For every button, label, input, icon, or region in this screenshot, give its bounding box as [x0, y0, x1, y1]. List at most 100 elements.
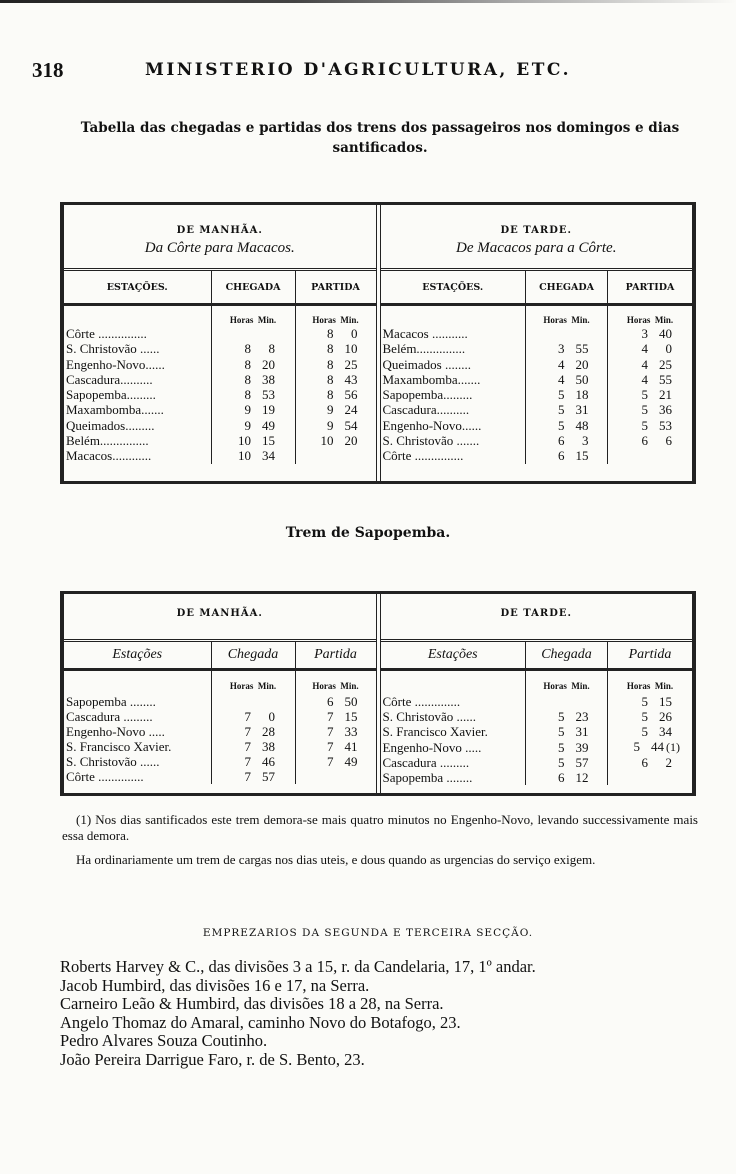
arrival-hours: 4 [558, 371, 565, 387]
departure-hours: 7 [327, 709, 334, 724]
station-name: Maxambomba....... [66, 402, 164, 418]
arrival-minutes: 3 [582, 433, 589, 449]
col-arrival: Chegada [210, 642, 295, 671]
table-row: S. Francisco Xavier. 7 38 7 41 [64, 739, 376, 754]
contractor-item: Carneiro Leão & Humbird, das divisões 18… [60, 994, 444, 1013]
sapopemba-title: Trem de Sapopemba. [285, 525, 451, 541]
departure-hours: 7 [327, 754, 334, 769]
arrival-minutes: 12 [575, 770, 589, 785]
schedule-table: Estações Chegada Partida Horas Min. Hora… [64, 642, 376, 784]
arrival-hours: 5 [558, 755, 565, 770]
departure-time: 7 41 [294, 739, 376, 754]
station-name: Cascadura ......... [66, 709, 153, 724]
minutes-label: Min. [654, 681, 674, 691]
arrival-minutes: 20 [262, 356, 275, 372]
station-name: Macacos ........... [382, 326, 468, 341]
arrival-minutes: 18 [575, 387, 589, 403]
departure-minutes: 36 [659, 402, 672, 418]
table-row: Engenho-Novo...... 5 48 5 53 [381, 417, 692, 434]
departure-hours: 8 [327, 356, 334, 372]
arrival-hours: 5 [558, 402, 565, 418]
arrival-hours: 10 [238, 433, 251, 449]
station-name: S. Francisco Xavier. [382, 724, 488, 739]
station-name: Côrte ............... [66, 326, 147, 341]
paragraph-text: Ha ordinariamente um trem de cargas nos … [76, 852, 596, 867]
arrival-hours: 8 [244, 387, 252, 403]
departure-hours: 6 [641, 433, 649, 449]
arrival-time: 9 49 [210, 417, 295, 434]
table-row: Sapopemba......... 8 53 8 56 [64, 387, 376, 403]
hours-label: Horas [543, 681, 567, 691]
departure-hours: 4 [641, 341, 649, 357]
contractor-item: Roberts Harvey & C., das divisões 3 a 15… [60, 957, 536, 976]
station-name: Belém............... [382, 341, 466, 357]
group-title: DE TARDE. [500, 608, 572, 619]
departure-hours: 4 [641, 356, 649, 372]
station-name: S. Christovão ...... [66, 754, 160, 769]
arrival-minutes: 34 [262, 448, 275, 464]
departure-time: 7 15 [294, 709, 376, 724]
departure-minutes: 24 [344, 402, 358, 418]
direction: Da Côrte para Macacos. [144, 240, 295, 256]
departure-time [607, 448, 692, 464]
departure-minutes: 25 [344, 356, 358, 372]
group-header: DE TARDE. [380, 594, 692, 642]
departure-time: 7 49 [294, 754, 376, 769]
departure-hours: 5 [633, 739, 641, 754]
units-row: Horas Min. Horas Min. [64, 304, 376, 326]
table-row: Maxambomba....... 4 50 4 55 [381, 371, 692, 388]
minutes-label: Min. [571, 315, 590, 325]
station-name: Sapopemba......... [66, 387, 156, 403]
contractors-list: Roberts Harvey & C., das divisões 3 a 15… [60, 957, 536, 1069]
contractor-item: Jacob Humbird, das divisões 16 e 17, na … [60, 975, 370, 995]
col-departure: Partida [294, 642, 376, 671]
column-headers: Estações Chegada Partida [64, 642, 376, 671]
arrival-minutes: 38 [262, 371, 275, 387]
departure-time: 8 43 [294, 371, 376, 388]
col-station: Estações [380, 642, 526, 671]
arrival-minutes: 53 [262, 387, 275, 403]
section-heading: EMPREZARIOS DA SEGUNDA E TERCEIRA SECÇÃO… [202, 927, 534, 939]
arrival-time: 6 15 [525, 448, 608, 464]
arrival-time [210, 694, 295, 709]
table-row: Côrte ............... 6 15 [381, 448, 692, 464]
departure-hours: 4 [641, 371, 649, 387]
departure-time: 5 26 [607, 709, 692, 724]
arrival-hours: 8 [244, 356, 252, 372]
station-name: Sapopemba ........ [382, 770, 473, 785]
departure-hours: 8 [327, 326, 334, 341]
schedule-table: ESTAÇÕES. CHEGADA PARTIDA Horas Min. Hor… [64, 271, 376, 464]
morning-section: DE MANHÃA. Estações Chegada Partida Hora… [64, 594, 377, 793]
station-name: Belém............... [66, 433, 149, 449]
arrival-minutes: 50 [575, 371, 589, 387]
departure-time: 6 50 [294, 694, 376, 709]
departure-time: 5 53 [607, 417, 692, 434]
station-name: Engenho-Novo ..... [382, 739, 482, 755]
arrival-time: 5 31 [525, 402, 608, 418]
hours-label: Horas [312, 681, 336, 691]
table-row: Queimados ........ 4 20 4 25 [381, 356, 692, 372]
column-headers: Estações Chegada Partida [380, 642, 692, 671]
contractor-item: Angelo Thomaz do Amaral, caminho Novo do… [60, 1012, 461, 1032]
arrival-minutes: 38 [262, 739, 275, 754]
departure-minutes: 0 [665, 341, 673, 357]
morning-section: DE MANHÃA. Da Côrte para Macacos. ESTAÇÕ… [64, 205, 377, 481]
column-headers: ESTAÇÕES. CHEGADA PARTIDA [380, 271, 692, 306]
group-header: DE TARDE. De Macacos para a Côrte. [380, 205, 692, 271]
arrival-hours: 5 [558, 387, 565, 403]
table-row: Engenho-Novo ..... 5 39 5 44 (1) [381, 739, 692, 755]
departure-time: 4 55 [607, 371, 692, 388]
station-name: Côrte .............. [382, 694, 461, 709]
departure-hours: 7 [327, 724, 334, 739]
minutes-label: Min. [340, 315, 359, 325]
arrival-minutes: 0 [268, 709, 276, 724]
arrival-hours: 6 [558, 770, 565, 785]
departure-hours: 9 [327, 402, 334, 418]
departure-time: 9 54 [294, 417, 376, 434]
station-name: S. Christovão ...... [66, 341, 160, 357]
group-title: DE MANHÃA. [176, 608, 263, 619]
minutes-label: Min. [257, 681, 277, 691]
direction: De Macacos para a Côrte. [456, 240, 617, 256]
